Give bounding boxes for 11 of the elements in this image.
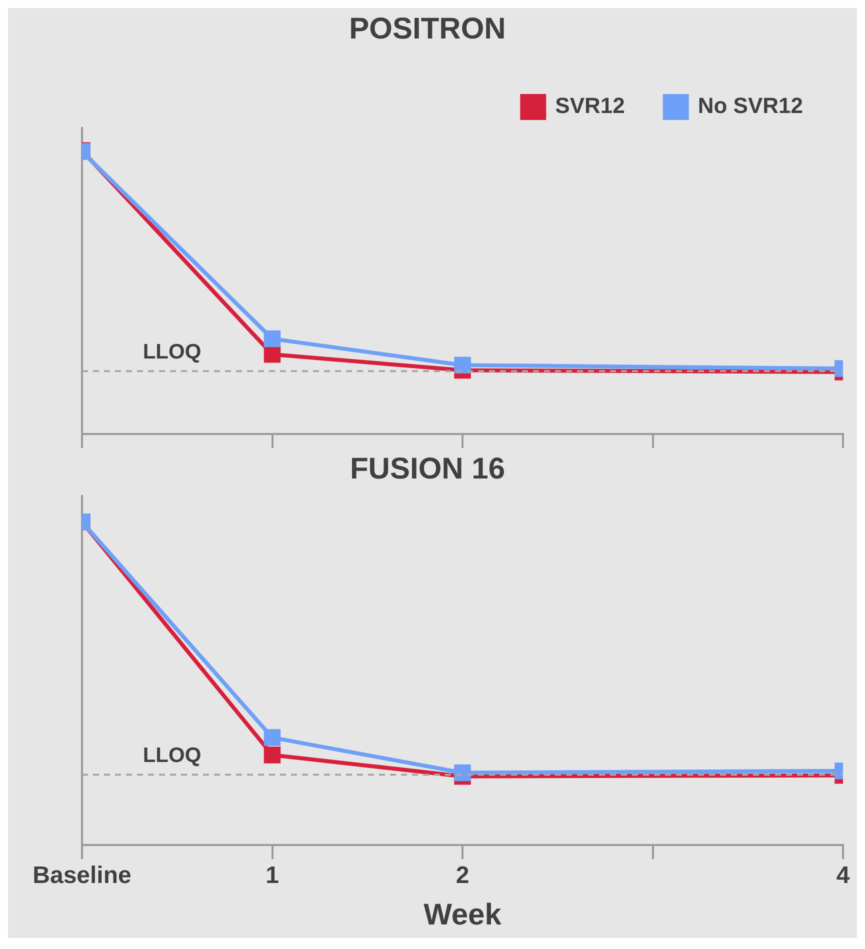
x-tick-label: 1 [266, 862, 279, 890]
chart-title: FUSION 16 [350, 452, 506, 486]
x-tick-label: 4 [836, 862, 850, 890]
chart-title: POSITRON [349, 12, 506, 46]
x-axis-title: Week [424, 898, 502, 932]
ref-line-label: LLOQ [142, 340, 202, 364]
legend-label: SVR12 [555, 93, 625, 118]
ref-line-label: LLOQ [142, 744, 202, 768]
x-tick-label: Baseline [32, 862, 132, 890]
legend-label: No SVR12 [698, 93, 804, 118]
x-tick-label: 2 [456, 862, 470, 890]
